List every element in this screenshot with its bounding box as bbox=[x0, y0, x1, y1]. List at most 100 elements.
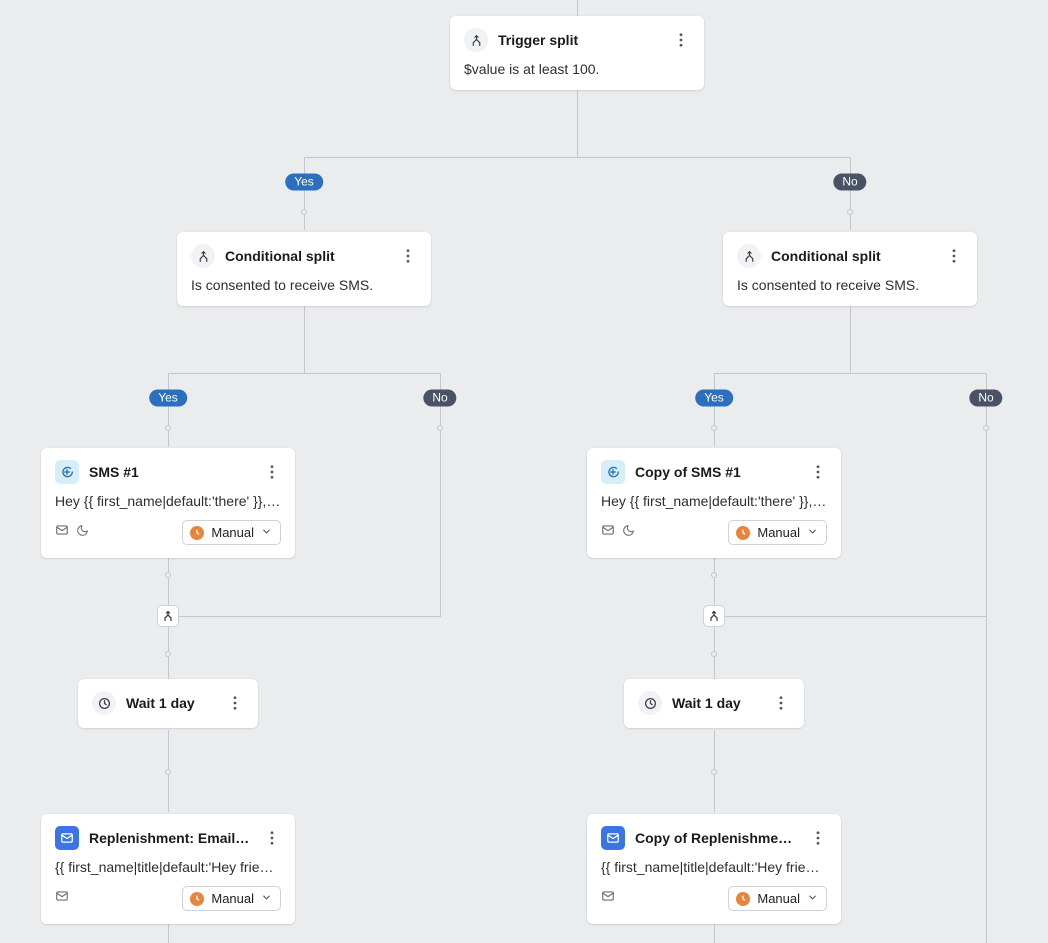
sms-icon bbox=[601, 460, 625, 484]
edge bbox=[850, 157, 851, 230]
edge bbox=[850, 301, 851, 373]
node-title: SMS #1 bbox=[89, 464, 253, 480]
branch-label-yes: Yes bbox=[149, 390, 187, 407]
edge-dot bbox=[165, 425, 171, 431]
quiet-hours-icon bbox=[622, 524, 635, 542]
node-desc: {{ first_name|title|default:'Hey friend'… bbox=[55, 859, 281, 875]
node-desc: Hey {{ first_name|default:'there' }}, it… bbox=[601, 493, 827, 509]
smart-send-icon bbox=[55, 889, 69, 908]
edge bbox=[304, 301, 305, 373]
edge-dot bbox=[165, 651, 171, 657]
edge bbox=[304, 157, 851, 158]
edge bbox=[577, 0, 578, 16]
smart-send-icon bbox=[55, 523, 69, 542]
send-mode-label: Manual bbox=[211, 891, 254, 906]
edge-dot bbox=[301, 209, 307, 215]
node-title: Trigger split bbox=[498, 32, 662, 48]
node-title: Conditional split bbox=[225, 248, 389, 264]
send-mode-label: Manual bbox=[211, 525, 254, 540]
send-mode-select[interactable]: Manual bbox=[728, 520, 827, 545]
node-wait[interactable]: Wait 1 day bbox=[624, 679, 804, 728]
chevron-down-icon bbox=[261, 891, 272, 906]
chevron-down-icon bbox=[807, 525, 818, 540]
manual-mode-icon bbox=[736, 892, 750, 906]
edge bbox=[986, 373, 987, 943]
branch-label-yes: Yes bbox=[285, 174, 323, 191]
branch-label-no: No bbox=[423, 390, 456, 407]
manual-mode-icon bbox=[736, 526, 750, 540]
send-mode-select[interactable]: Manual bbox=[728, 886, 827, 911]
node-email[interactable]: Copy of Replenishment: Em… {{ first_name… bbox=[587, 814, 841, 924]
edge bbox=[577, 84, 578, 157]
dots-vertical-icon bbox=[816, 465, 820, 479]
dots-vertical-icon bbox=[952, 249, 956, 263]
edge-dot bbox=[437, 425, 443, 431]
email-icon bbox=[55, 826, 79, 850]
edge bbox=[714, 373, 987, 374]
clock-icon bbox=[638, 691, 662, 715]
node-menu-button[interactable] bbox=[263, 827, 281, 849]
node-desc: {{ first_name|title|default:'Hey friend'… bbox=[601, 859, 827, 875]
email-icon bbox=[601, 826, 625, 850]
send-mode-select[interactable]: Manual bbox=[182, 886, 281, 911]
dots-vertical-icon bbox=[679, 33, 683, 47]
node-title: Copy of SMS #1 bbox=[635, 464, 799, 480]
branch-label-no: No bbox=[969, 390, 1002, 407]
node-menu-button[interactable] bbox=[263, 461, 281, 483]
smart-send-icon bbox=[601, 523, 615, 542]
node-title: Conditional split bbox=[771, 248, 935, 264]
edge-dot bbox=[711, 651, 717, 657]
node-menu-button[interactable] bbox=[772, 692, 790, 714]
manual-mode-icon bbox=[190, 892, 204, 906]
node-menu-button[interactable] bbox=[226, 692, 244, 714]
edge bbox=[304, 157, 305, 230]
merge-node[interactable] bbox=[703, 605, 725, 627]
node-wait[interactable]: Wait 1 day bbox=[78, 679, 258, 728]
node-conditional-split[interactable]: Conditional split Is consented to receiv… bbox=[723, 232, 977, 306]
send-mode-select[interactable]: Manual bbox=[182, 520, 281, 545]
edge-dot bbox=[711, 769, 717, 775]
node-menu-button[interactable] bbox=[809, 827, 827, 849]
sms-icon bbox=[55, 460, 79, 484]
edge bbox=[168, 373, 169, 447]
dots-vertical-icon bbox=[406, 249, 410, 263]
node-menu-button[interactable] bbox=[399, 245, 417, 267]
dots-vertical-icon bbox=[816, 831, 820, 845]
node-trigger-split[interactable]: Trigger split $value is at least 100. bbox=[450, 16, 704, 90]
chevron-down-icon bbox=[261, 525, 272, 540]
merge-icon bbox=[162, 610, 174, 622]
edge bbox=[168, 616, 441, 617]
quiet-hours-icon bbox=[76, 524, 89, 542]
node-sms[interactable]: Copy of SMS #1 Hey {{ first_name|default… bbox=[587, 448, 841, 558]
smart-send-icon bbox=[601, 889, 615, 908]
node-desc: Hey {{ first_name|default:'there' }}, it… bbox=[55, 493, 281, 509]
dots-vertical-icon bbox=[270, 465, 274, 479]
edge bbox=[440, 373, 441, 616]
edge bbox=[714, 616, 987, 617]
node-desc: Is consented to receive SMS. bbox=[737, 277, 963, 293]
edge-dot bbox=[711, 572, 717, 578]
node-conditional-split[interactable]: Conditional split Is consented to receiv… bbox=[177, 232, 431, 306]
edge-dot bbox=[983, 425, 989, 431]
node-email[interactable]: Replenishment: Email #1 {{ first_name|ti… bbox=[41, 814, 295, 924]
clock-icon bbox=[92, 691, 116, 715]
chevron-down-icon bbox=[807, 891, 818, 906]
manual-mode-icon bbox=[190, 526, 204, 540]
edge bbox=[714, 373, 715, 447]
edge-dot bbox=[165, 572, 171, 578]
branch-label-yes: Yes bbox=[695, 390, 733, 407]
merge-icon bbox=[708, 610, 720, 622]
send-mode-label: Manual bbox=[757, 525, 800, 540]
node-desc: Is consented to receive SMS. bbox=[191, 277, 417, 293]
edge-dot bbox=[165, 769, 171, 775]
node-menu-button[interactable] bbox=[945, 245, 963, 267]
node-sms[interactable]: SMS #1 Hey {{ first_name|default:'there'… bbox=[41, 448, 295, 558]
split-icon bbox=[737, 244, 761, 268]
node-title: Copy of Replenishment: Em… bbox=[635, 830, 799, 846]
send-mode-label: Manual bbox=[757, 891, 800, 906]
node-menu-button[interactable] bbox=[672, 29, 690, 51]
merge-node[interactable] bbox=[157, 605, 179, 627]
edge bbox=[168, 373, 441, 374]
node-title: Wait 1 day bbox=[126, 695, 216, 711]
node-menu-button[interactable] bbox=[809, 461, 827, 483]
